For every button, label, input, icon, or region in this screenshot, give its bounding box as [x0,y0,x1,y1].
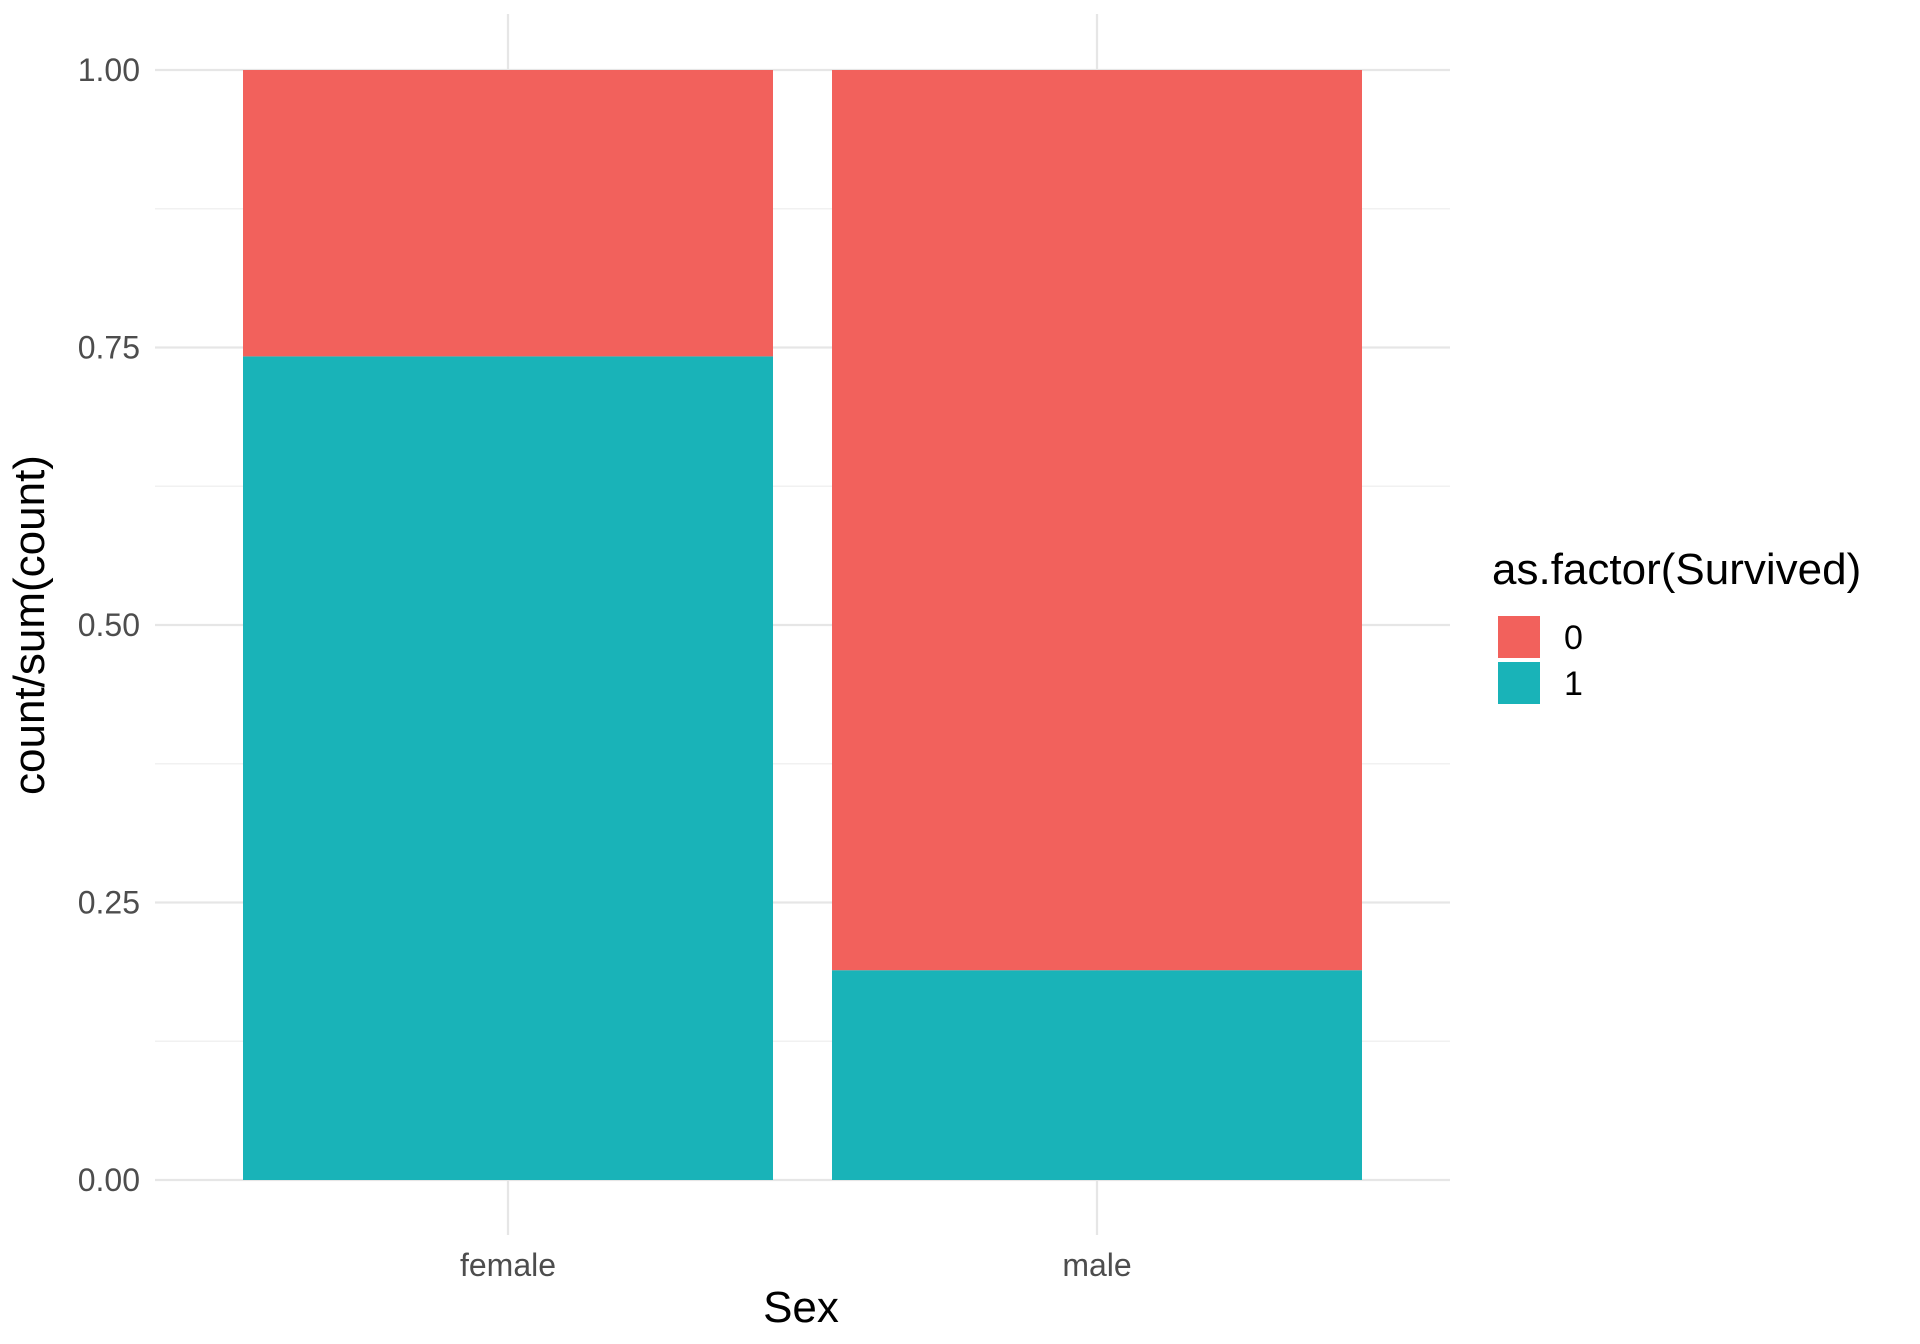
y-tick-label: 0.00 [78,1162,140,1198]
x-axis: female male [460,1247,1132,1283]
y-tick-label: 0.25 [78,885,140,921]
bar-male-survived-1 [832,970,1362,1180]
y-tick-label: 1.00 [78,52,140,88]
bar-male-survived-0 [832,70,1362,971]
x-axis-title: Sex [763,1283,839,1332]
bar-female-survived-1 [243,356,773,1180]
legend-swatch-0 [1498,616,1540,658]
legend: as.factor(Survived) 01 [1492,545,1861,704]
legend-items: 01 [1498,616,1583,704]
x-tick-label: female [460,1247,556,1283]
legend-label-0: 0 [1564,619,1583,657]
legend-title: as.factor(Survived) [1492,545,1861,594]
y-axis: 0.00 0.25 0.50 0.75 1.00 [78,52,140,1198]
y-tick-label: 0.75 [78,330,140,366]
bars [243,70,1362,1180]
legend-swatch-1 [1498,662,1540,704]
y-axis-title: count/sum(count) [5,455,54,795]
x-tick-label: male [1062,1247,1131,1283]
y-tick-label: 0.50 [78,607,140,643]
legend-label-1: 1 [1564,665,1583,703]
bar-female-survived-0 [243,70,773,357]
